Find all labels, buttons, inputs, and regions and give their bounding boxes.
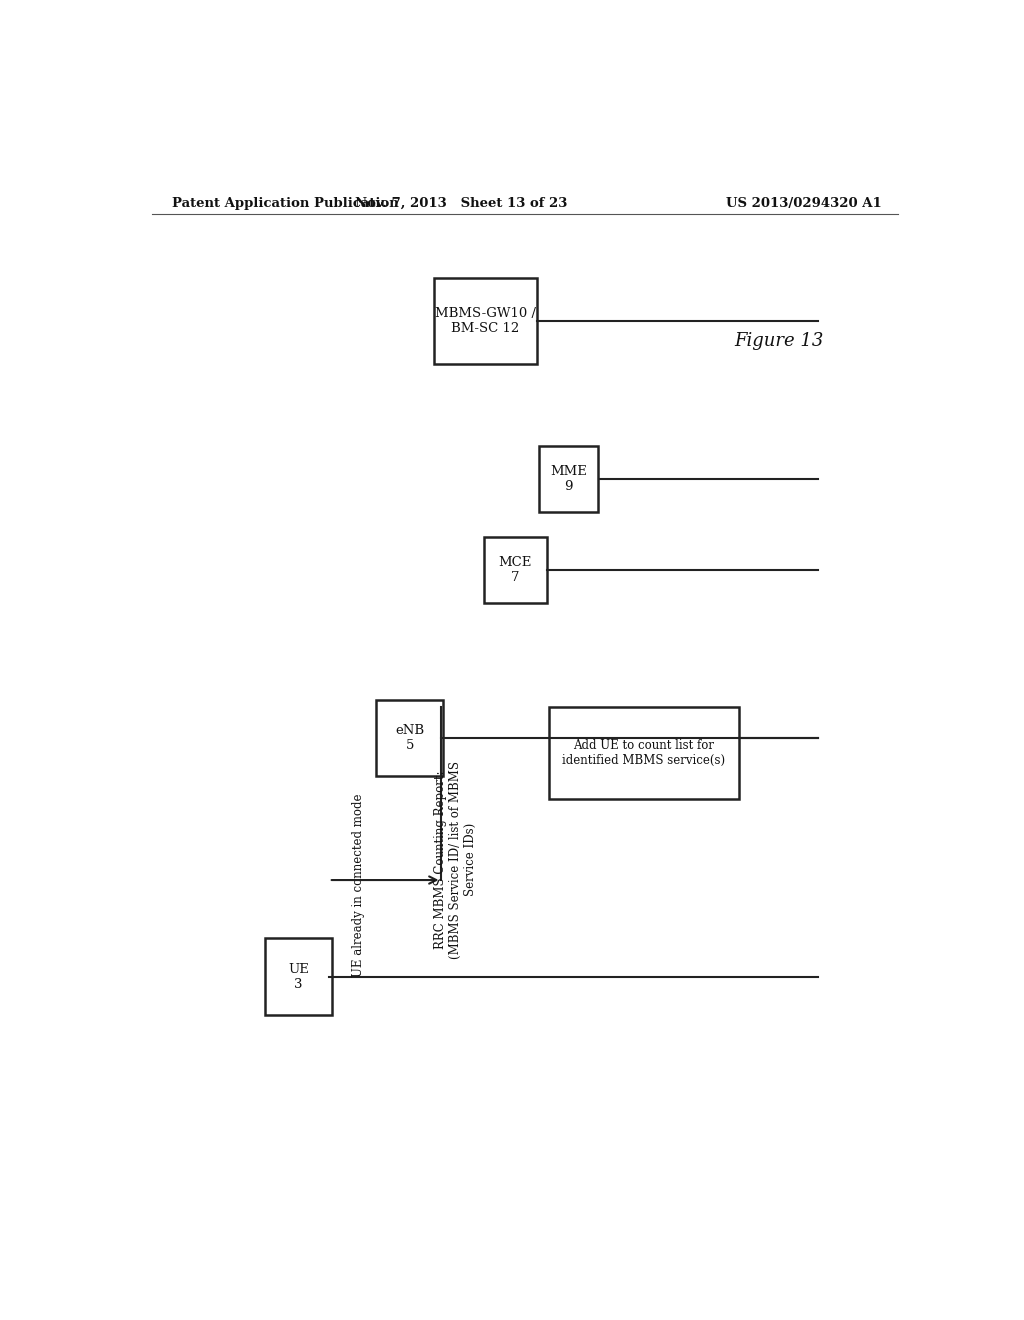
Text: eNB
5: eNB 5 <box>395 723 424 752</box>
Text: US 2013/0294320 A1: US 2013/0294320 A1 <box>726 197 882 210</box>
Bar <box>376 700 443 776</box>
Text: MCE
7: MCE 7 <box>499 556 531 583</box>
Text: Figure 13: Figure 13 <box>734 333 823 350</box>
Text: Nov. 7, 2013   Sheet 13 of 23: Nov. 7, 2013 Sheet 13 of 23 <box>355 197 567 210</box>
Text: Add UE to count list for
identified MBMS service(s): Add UE to count list for identified MBMS… <box>562 739 725 767</box>
Text: UE already in connected mode: UE already in connected mode <box>351 793 365 977</box>
Bar <box>433 277 537 364</box>
Bar <box>265 939 333 1015</box>
Text: MME
9: MME 9 <box>550 465 587 492</box>
Bar <box>539 446 598 512</box>
Bar <box>483 537 547 603</box>
Text: MBMS-GW10 /
BM-SC 12: MBMS-GW10 / BM-SC 12 <box>434 308 536 335</box>
Bar <box>549 708 739 799</box>
Text: RRC MBMS Counting Report:
(MBMS Service ID/ list of MBMS
Service IDs): RRC MBMS Counting Report: (MBMS Service … <box>434 760 477 958</box>
Text: Patent Application Publication: Patent Application Publication <box>172 197 398 210</box>
Text: UE
3: UE 3 <box>288 962 309 990</box>
